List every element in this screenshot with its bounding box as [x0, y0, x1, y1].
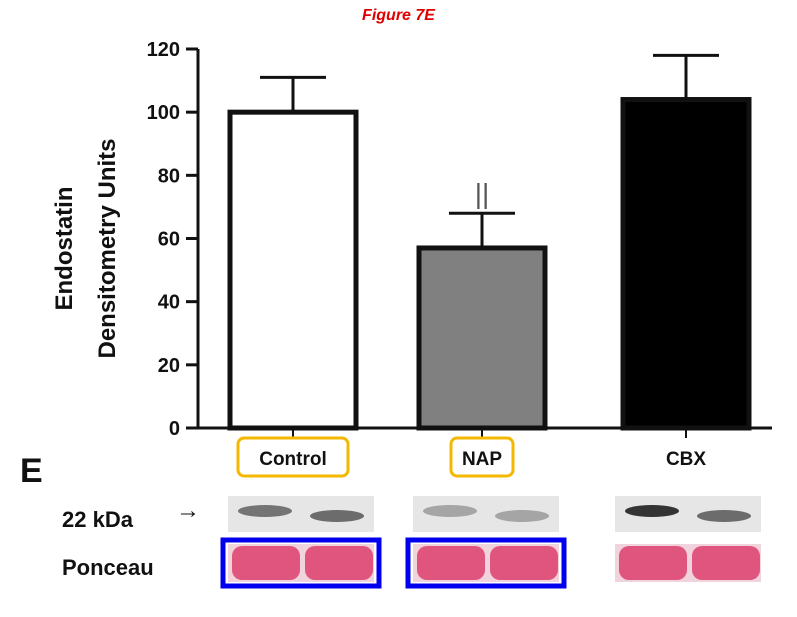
- bar-control: [227, 109, 359, 431]
- x-tick-label: Control: [259, 449, 327, 470]
- x-tick-label: NAP: [462, 449, 502, 470]
- significance-marker: ||: [475, 178, 490, 209]
- y-tick-label: 20: [158, 355, 180, 377]
- y-tick-label: 40: [158, 292, 180, 314]
- y-tick-label: 60: [158, 229, 180, 251]
- y-tick-label: 0: [169, 418, 180, 440]
- category-highlight-box: [449, 436, 515, 478]
- right-arrow-icon: →: [176, 497, 200, 524]
- ponceau-lane: [417, 546, 485, 580]
- protein-band: [495, 510, 549, 522]
- protein-band: [238, 505, 292, 517]
- ponceau-label: Ponceau: [62, 555, 154, 580]
- bars: Control NAP CBX ||: [227, 53, 752, 478]
- axes: 0 20 40 60 80 100 120 Endostatin Densitometry Un…: [51, 39, 772, 440]
- protein-band: [625, 505, 679, 517]
- y-tick-label: 80: [158, 165, 180, 187]
- bar-cbx: [620, 97, 752, 431]
- ponceau-lane: [305, 546, 373, 580]
- protein-band: [310, 510, 364, 522]
- y-tick-label: 100: [147, 102, 180, 124]
- western-blot: E 22 kDa → Ponceau: [20, 452, 761, 589]
- x-tick-label: CBX: [666, 449, 706, 470]
- ponceau-lane: [692, 546, 760, 580]
- ponceau-lane: [232, 546, 300, 580]
- protein-band: [423, 505, 477, 517]
- ponceau-lane: [619, 546, 687, 580]
- ponceau-lane: [490, 546, 558, 580]
- y-axis-label-line: Densitometry Units: [94, 138, 121, 358]
- figure-title: Figure 7E: [362, 7, 435, 24]
- band-size-label: 22 kDa: [62, 507, 134, 532]
- y-tick-label: 120: [147, 39, 180, 61]
- y-axis-label-line: Endostatin: [51, 187, 78, 311]
- ponceau-highlight-box: [220, 537, 382, 589]
- panel-label: E: [20, 452, 43, 490]
- ponceau-highlight-box: [405, 537, 567, 589]
- category-highlight-box: [236, 436, 350, 478]
- bar-nap: [416, 245, 548, 431]
- protein-band: [697, 510, 751, 522]
